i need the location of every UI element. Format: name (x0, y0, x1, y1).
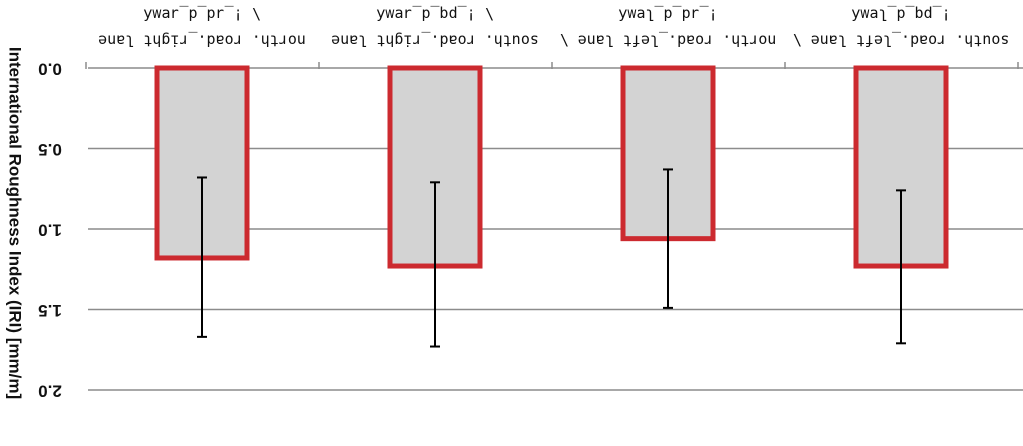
category-label-line: south. road._left lane \ (793, 32, 1010, 50)
error-bars (197, 168, 906, 348)
y-tick-labels: 0.0 0.5 1.0 1.5 2.0 (38, 60, 62, 401)
category-label: \ !_ɹd_d_ɹɐʍʎ north. road._right lane (98, 6, 306, 50)
category-label: !_ɹd_d_lɐʍʎ north. road._left lane \ (560, 6, 777, 50)
y-tick-label: 1.0 (38, 221, 62, 240)
category-label-line: \ !_ɹd_d_ɹɐʍʎ (143, 6, 260, 24)
y-tick-label: 0.0 (38, 60, 62, 79)
category-label-line: !_pq_d_lɐʍʎ (851, 6, 950, 24)
category-label-line: !_ɹd_d_lɐʍʎ (618, 6, 717, 24)
y-tick-label: 1.5 (38, 301, 62, 320)
error-bar (663, 168, 673, 309)
category-label: !_pq_d_lɐʍʎ south. road._left lane \ (793, 6, 1010, 50)
category-label-line: \ !_pq_d_ɹɐʍʎ (376, 6, 493, 24)
error-bar (197, 176, 207, 338)
y-tick-label: 0.5 (38, 140, 62, 159)
error-bar (896, 189, 906, 345)
y-tick-label: 2.0 (38, 382, 62, 401)
error-bar (430, 181, 440, 348)
category-label-line: north. road._right lane (98, 32, 306, 50)
bars (154, 65, 949, 269)
category-label: \ !_pq_d_ɹɐʍʎ south. road._right lane (331, 6, 539, 50)
category-label-line: south. road._right lane (331, 32, 539, 50)
category-label-line: north. road._left lane \ (560, 32, 777, 50)
y-axis-title: International Roughness Index (IRI) [mm/… (6, 47, 25, 399)
